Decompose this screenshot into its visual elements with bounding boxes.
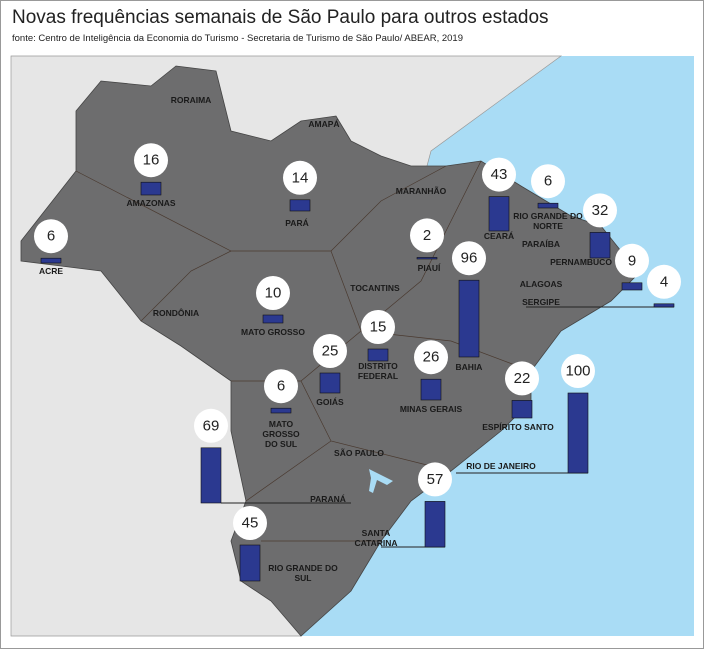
value-label: 26 — [423, 349, 440, 366]
bar — [239, 544, 261, 582]
value-label: 10 — [265, 285, 282, 302]
value-bubble — [283, 160, 317, 195]
value-bubble — [233, 506, 267, 540]
state-label: BAHIA — [455, 362, 483, 372]
state-label: SANTA CATARINA — [354, 528, 398, 548]
bar — [319, 372, 341, 394]
value-label: 9 — [628, 252, 636, 269]
value-bubble — [313, 334, 347, 368]
state-label: PARAÍBA — [521, 239, 561, 249]
bar — [289, 199, 311, 212]
value-label: 25 — [322, 343, 339, 360]
value-bubble — [414, 340, 448, 375]
value-bubble — [615, 243, 649, 278]
value-bubble — [34, 219, 68, 254]
value-label: 16 — [143, 152, 160, 169]
value-bubble — [583, 193, 617, 228]
bar — [416, 257, 438, 260]
value-bubble — [561, 354, 595, 388]
bar — [424, 501, 446, 548]
state-label: MINAS GERAIS — [399, 404, 463, 414]
bar — [200, 447, 222, 504]
bar — [262, 314, 284, 324]
value-bubble — [264, 369, 298, 404]
value-bubble — [647, 264, 681, 299]
state-label: AMAPÁ — [308, 119, 340, 129]
state-label: CEARÁ — [483, 231, 515, 241]
value-label: 15 — [370, 319, 387, 336]
title: Novas frequências semanais de São Paulo … — [12, 7, 549, 28]
value-label: 14 — [292, 169, 309, 186]
value-label: 69 — [203, 417, 220, 434]
bar — [40, 257, 62, 264]
state-label: ALAGOAS — [519, 279, 563, 289]
value-bubble — [505, 361, 539, 396]
value-bubble — [418, 462, 452, 497]
state-label: PIAUÍ — [417, 263, 441, 273]
value-label: 57 — [427, 471, 444, 488]
state-label: PARÁ — [285, 218, 309, 228]
bar — [458, 279, 480, 358]
state-borders — [75, 160, 532, 542]
value-label: 4 — [660, 273, 668, 290]
state-label: SERGIPE — [522, 297, 560, 307]
state-label: RORAIMA — [170, 95, 212, 105]
value-label: 43 — [491, 166, 508, 183]
state-label: SÃO PAULO — [334, 448, 384, 458]
bar — [621, 282, 643, 291]
state-label: RIO GRANDE DO SUL — [268, 563, 338, 583]
state-label: PERNAMBUCO — [550, 257, 612, 267]
value-bubble — [134, 143, 168, 178]
value-label: 22 — [514, 370, 531, 387]
bar — [511, 400, 533, 419]
bar — [589, 232, 611, 259]
subtitle: fonte: Centro de Inteligência da Economi… — [12, 33, 463, 44]
bar — [140, 181, 162, 196]
value-label: 100 — [565, 363, 590, 380]
value-bubble — [361, 310, 395, 344]
value-label: 6 — [47, 228, 55, 245]
value-label: 32 — [592, 202, 609, 219]
bar — [653, 303, 675, 308]
state-label: RONDÔNIA — [152, 308, 200, 318]
state-label: AMAZONAS — [126, 198, 176, 208]
state-label: RIO GRANDE DO NORTE — [513, 211, 583, 231]
state-label: TOCANTINS — [350, 283, 400, 293]
state-label: MATO GROSSO DO SUL — [262, 419, 300, 449]
value-label: 2 — [423, 227, 431, 244]
bar — [567, 392, 589, 474]
bar — [488, 196, 510, 232]
value-bubble — [482, 157, 516, 192]
bar — [537, 202, 559, 209]
state-label: DISTRITO FEDERAL — [357, 361, 399, 381]
bar — [270, 407, 292, 414]
bar — [367, 348, 389, 362]
value-bubble — [531, 164, 565, 199]
value-label: 45 — [242, 515, 259, 532]
bar — [420, 378, 442, 401]
value-bubble — [194, 408, 228, 443]
value-bubble — [452, 241, 486, 276]
value-label: 6 — [544, 173, 552, 190]
airplane-icon — [369, 469, 393, 493]
value-label: 96 — [461, 250, 478, 267]
state-label: RIO DE JANEIRO — [466, 461, 536, 471]
state-label: GOIÁS — [316, 397, 344, 407]
state-label: PARANÁ — [310, 494, 346, 504]
state-label: ESPÍRITO SANTO — [482, 422, 554, 432]
value-label: 6 — [277, 378, 285, 395]
state-label: MATO GROSSO — [241, 327, 305, 337]
state-label: MARANHÃO — [395, 186, 447, 196]
state-label: ACRE — [38, 266, 64, 276]
value-bubble — [256, 276, 290, 310]
value-bubble — [410, 218, 444, 253]
